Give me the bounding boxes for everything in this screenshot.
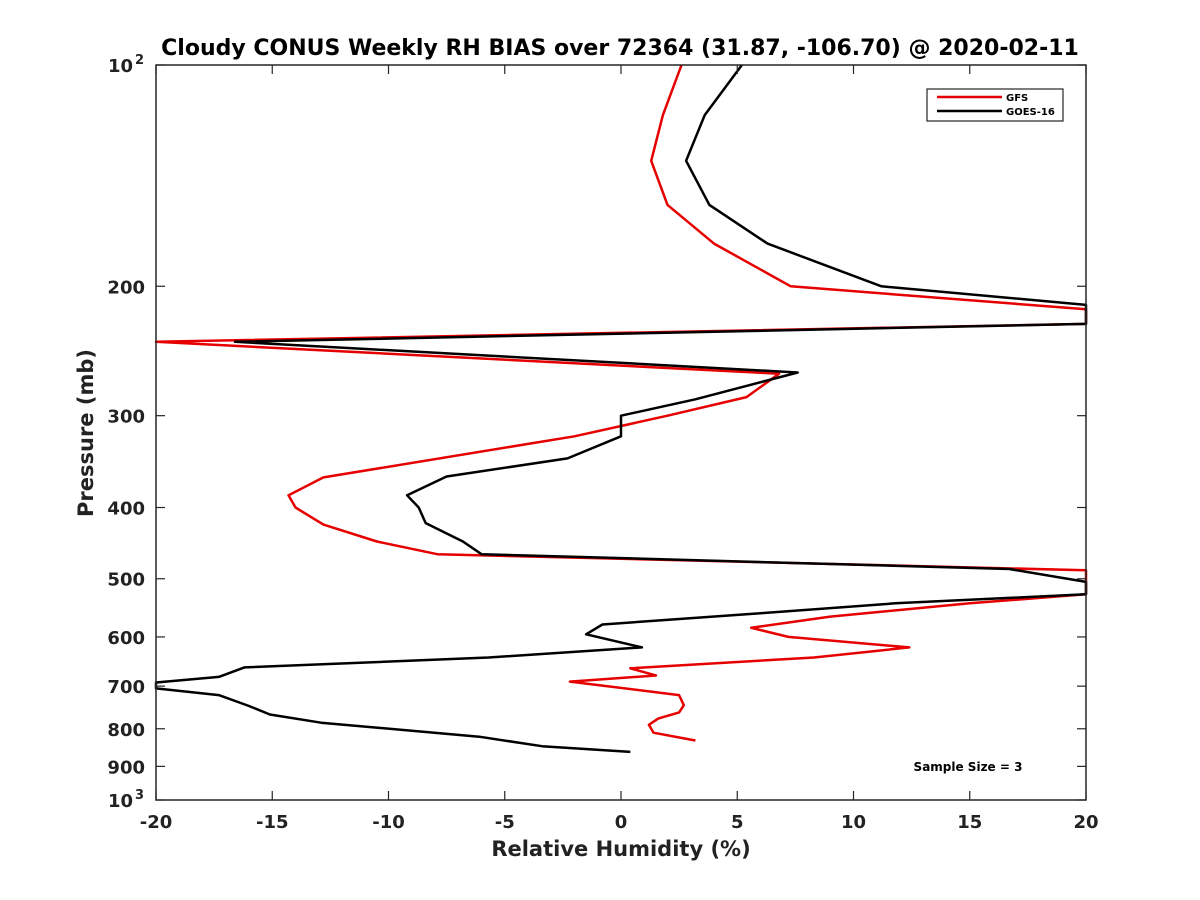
- y-tick-label: 900: [107, 757, 145, 778]
- y-tick-label: 300: [107, 407, 145, 428]
- series-line-gfs: [154, 64, 1088, 742]
- y-tick-label: 700: [107, 677, 145, 698]
- x-tick-label: 20: [1073, 812, 1098, 833]
- y-tick-label: 500: [107, 570, 145, 591]
- x-tick-label: -15: [256, 812, 289, 833]
- x-tick-label: -5: [495, 812, 515, 833]
- x-axis: -20 -15 -10 -5 0 5 10 15 20: [140, 65, 1099, 833]
- chart-title: Cloudy CONUS Weekly RH BIAS over 72364 (…: [161, 36, 1079, 61]
- x-tick-label: 10: [841, 812, 866, 833]
- legend-box: [926, 88, 1064, 122]
- y-tick-exponent: 3: [135, 788, 144, 803]
- y-tick-exponent: 2: [135, 53, 144, 68]
- y-tick-label: 400: [107, 499, 145, 520]
- y-axis-label: Pressure (mb): [74, 349, 98, 517]
- series-line-goes16: [154, 64, 1088, 754]
- x-tick-label: -20: [140, 812, 173, 833]
- x-tick-label: 0: [615, 812, 628, 833]
- x-axis-label: Relative Humidity (%): [491, 837, 750, 861]
- x-tick-label: -10: [372, 812, 405, 833]
- x-tick-label: 5: [731, 812, 744, 833]
- x-tick-label: 15: [957, 812, 982, 833]
- y-tick-label: 800: [107, 720, 145, 741]
- y-tick-label: 200: [107, 277, 145, 298]
- y-tick-label: 10: [108, 56, 133, 77]
- sample-size-annotation: Sample Size = 3: [914, 760, 1023, 774]
- y-tick-label: 600: [107, 628, 145, 649]
- legend: GFS GOES-16: [926, 88, 1064, 122]
- y-tick-label: 10: [108, 791, 133, 812]
- legend-label-gfs: GFS: [1006, 93, 1028, 104]
- legend-label-goes16: GOES-16: [1006, 107, 1055, 118]
- series-layer: [154, 64, 1088, 754]
